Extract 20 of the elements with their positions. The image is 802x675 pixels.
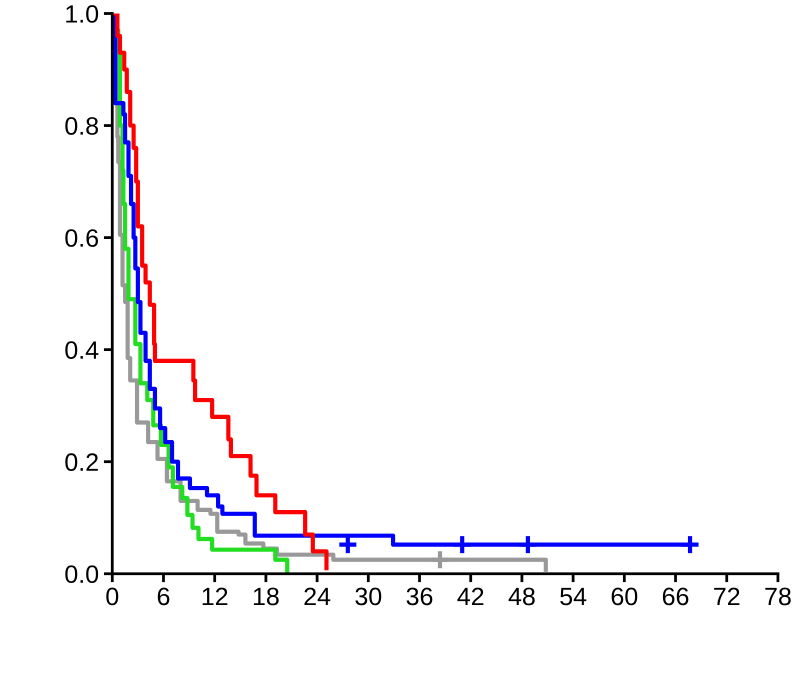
- y-tick-label: 0.4: [65, 341, 98, 359]
- x-tick-label: 30: [355, 588, 382, 606]
- x-tick-label: 54: [560, 588, 586, 606]
- y-tick-label: 0.8: [65, 117, 98, 135]
- x-tick-label: 78: [765, 588, 791, 606]
- x-tick-label: 60: [612, 588, 638, 606]
- y-tick-label: 0.0: [65, 565, 98, 584]
- x-tick-label: 42: [457, 588, 484, 606]
- x-tick-label: 6: [158, 588, 170, 606]
- x-tick-label: 48: [508, 588, 535, 606]
- x-tick-label: 36: [406, 588, 432, 606]
- x-tick-label: 66: [662, 588, 688, 606]
- x-tick-label: 0: [106, 588, 118, 606]
- x-tick-label: 12: [202, 588, 228, 606]
- x-tick-label: 24: [304, 588, 330, 606]
- y-tick-label: 1.0: [66, 5, 98, 23]
- y-tick-label: 0.2: [65, 453, 98, 472]
- x-tick-label: 72: [714, 588, 740, 606]
- x-tick-label: 18: [254, 588, 279, 606]
- y-tick-label: 0.6: [65, 229, 98, 247]
